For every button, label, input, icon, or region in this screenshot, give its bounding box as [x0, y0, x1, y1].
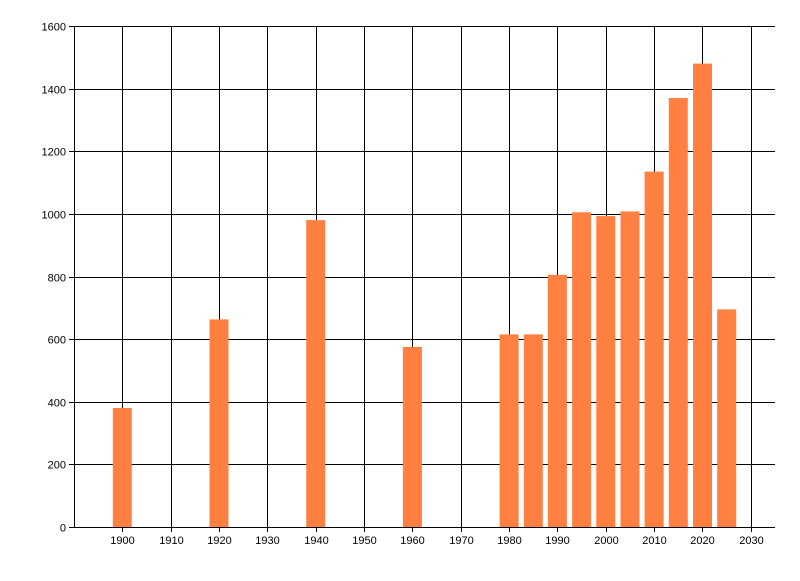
- x-tick-label: 1940: [304, 535, 328, 547]
- x-tick-label: 1980: [497, 535, 521, 547]
- bar-2005: [620, 211, 640, 527]
- bar-1980: [499, 334, 519, 527]
- y-tick-label: 400: [48, 398, 66, 410]
- y-tick-label: 1200: [42, 147, 66, 159]
- y-tick-label: 1000: [42, 210, 66, 222]
- x-tick-label: 2010: [642, 535, 666, 547]
- axes: [69, 26, 775, 532]
- bar-1900: [112, 408, 132, 527]
- y-tick-label: 0: [60, 523, 66, 535]
- bars: [112, 63, 737, 528]
- y-tick-label: 1400: [42, 85, 66, 97]
- x-tick-label: 1990: [545, 535, 569, 547]
- y-tick-label: 600: [48, 335, 66, 347]
- x-tick-label: 1970: [449, 535, 473, 547]
- x-tick-label: 1920: [207, 535, 231, 547]
- x-tick-label: 1950: [352, 535, 376, 547]
- bar-2000: [596, 216, 616, 527]
- bar-1920: [209, 319, 229, 527]
- tick-labels: 0 200 400 600 800 1000 1200 1400 1600 1900 1910 192…: [42, 22, 764, 548]
- bar-1985: [523, 334, 543, 527]
- bar-1960: [402, 347, 422, 527]
- x-tick-label: 2020: [690, 535, 714, 547]
- bar-1995: [572, 212, 592, 528]
- x-tick-label: 1930: [255, 535, 279, 547]
- bar-1940: [306, 220, 326, 527]
- y-tick-label: 800: [48, 273, 66, 285]
- bar-2010: [644, 171, 664, 527]
- bar-2025: [717, 309, 737, 527]
- bar-1990: [547, 274, 567, 527]
- x-tick-label: 2000: [594, 535, 618, 547]
- x-tick-label: 1960: [400, 535, 424, 547]
- y-tick-label: 1600: [42, 22, 66, 34]
- x-tick-label: 1900: [110, 535, 134, 547]
- x-tick-label: 1910: [159, 535, 183, 547]
- bar-2015: [668, 98, 688, 527]
- bar-2020: [693, 63, 712, 527]
- y-tick-label: 200: [48, 460, 66, 472]
- x-tick-label: 2030: [739, 535, 763, 547]
